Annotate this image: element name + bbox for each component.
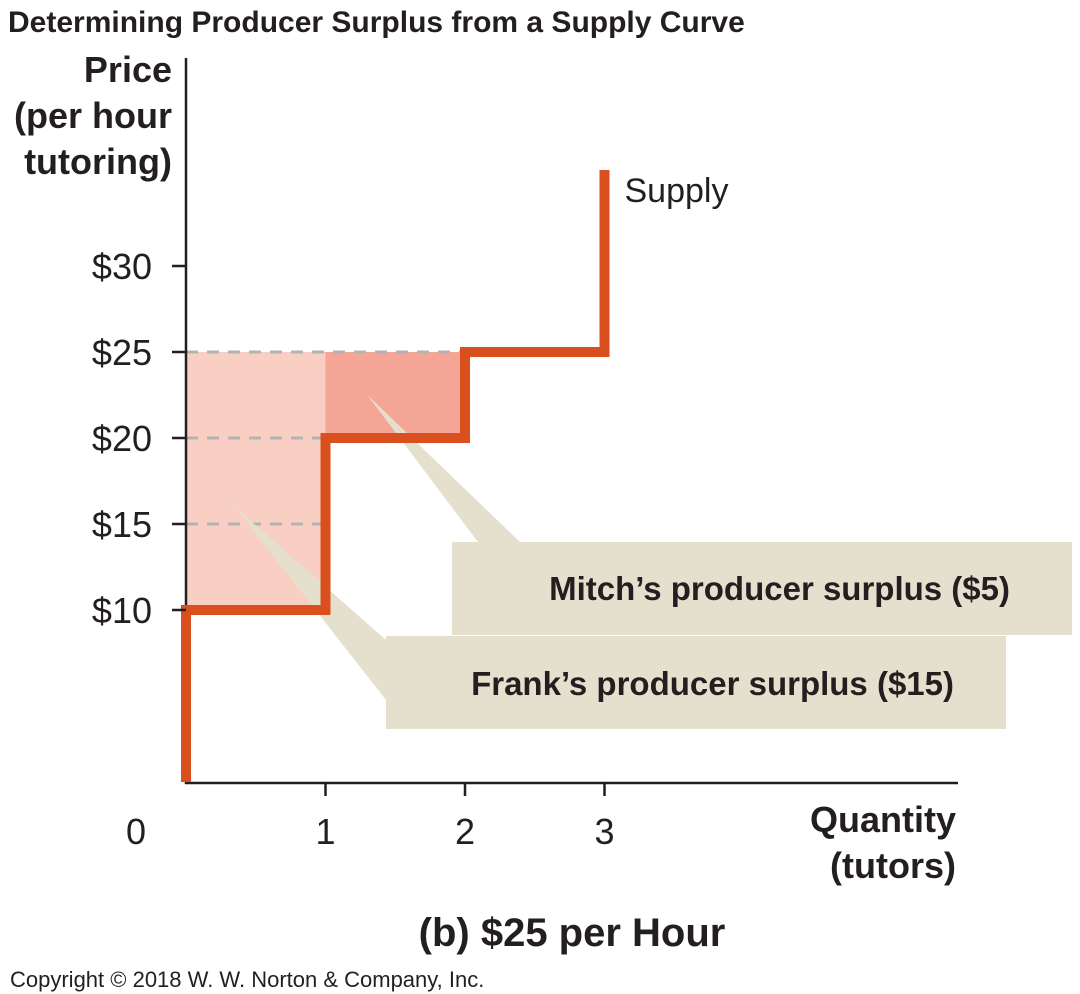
x-tick-label: 2	[455, 811, 475, 852]
x-axis-label-line: (tutors)	[830, 845, 956, 886]
x-axis-label: Quantity (tutors)	[810, 799, 956, 886]
surplus-areas	[186, 352, 465, 610]
supply-series: Supply	[181, 170, 729, 782]
supply-label: Supply	[625, 172, 729, 210]
y-axis-label-line: (per hour	[14, 95, 172, 136]
chart-title: Determining Producer Surplus from a Supp…	[8, 6, 745, 39]
y-tick-label: $10	[92, 590, 152, 631]
callout-pointer	[367, 395, 520, 542]
y-axis-label-line: tutoring)	[24, 141, 172, 182]
y-axis-label: Price (per hour tutoring)	[14, 49, 172, 182]
copyright-notice: Copyright © 2018 W. W. Norton & Company,…	[10, 967, 484, 992]
callout-label: Frank’s producer surplus ($15)	[471, 665, 954, 702]
supply-line	[181, 170, 610, 782]
y-tick-label: $30	[92, 246, 152, 287]
y-tick-label: $20	[92, 418, 152, 459]
x-axis-label-line: Quantity	[810, 799, 956, 840]
y-tick-label: $25	[92, 332, 152, 373]
y-axis-label-line: Price	[84, 49, 172, 90]
callout-label: Mitch’s producer surplus ($5)	[549, 570, 1010, 607]
x-ticks: 1 2 3	[315, 782, 615, 852]
panel-subtitle: (b) $25 per Hour	[419, 911, 726, 955]
callout-box	[386, 636, 1006, 729]
y-tick-label: $15	[92, 504, 152, 545]
callouts: Mitch’s producer surplus ($5) Frank’s pro…	[234, 395, 1072, 729]
y-ticks: $10 $15 $20 $25 $30	[92, 246, 186, 631]
origin-label: 0	[126, 811, 146, 852]
reference-lines	[186, 350, 465, 526]
x-tick-label: 3	[594, 811, 614, 852]
callout-box	[452, 542, 1072, 635]
x-tick-label: 1	[315, 811, 335, 852]
callout-pointer	[234, 506, 386, 700]
